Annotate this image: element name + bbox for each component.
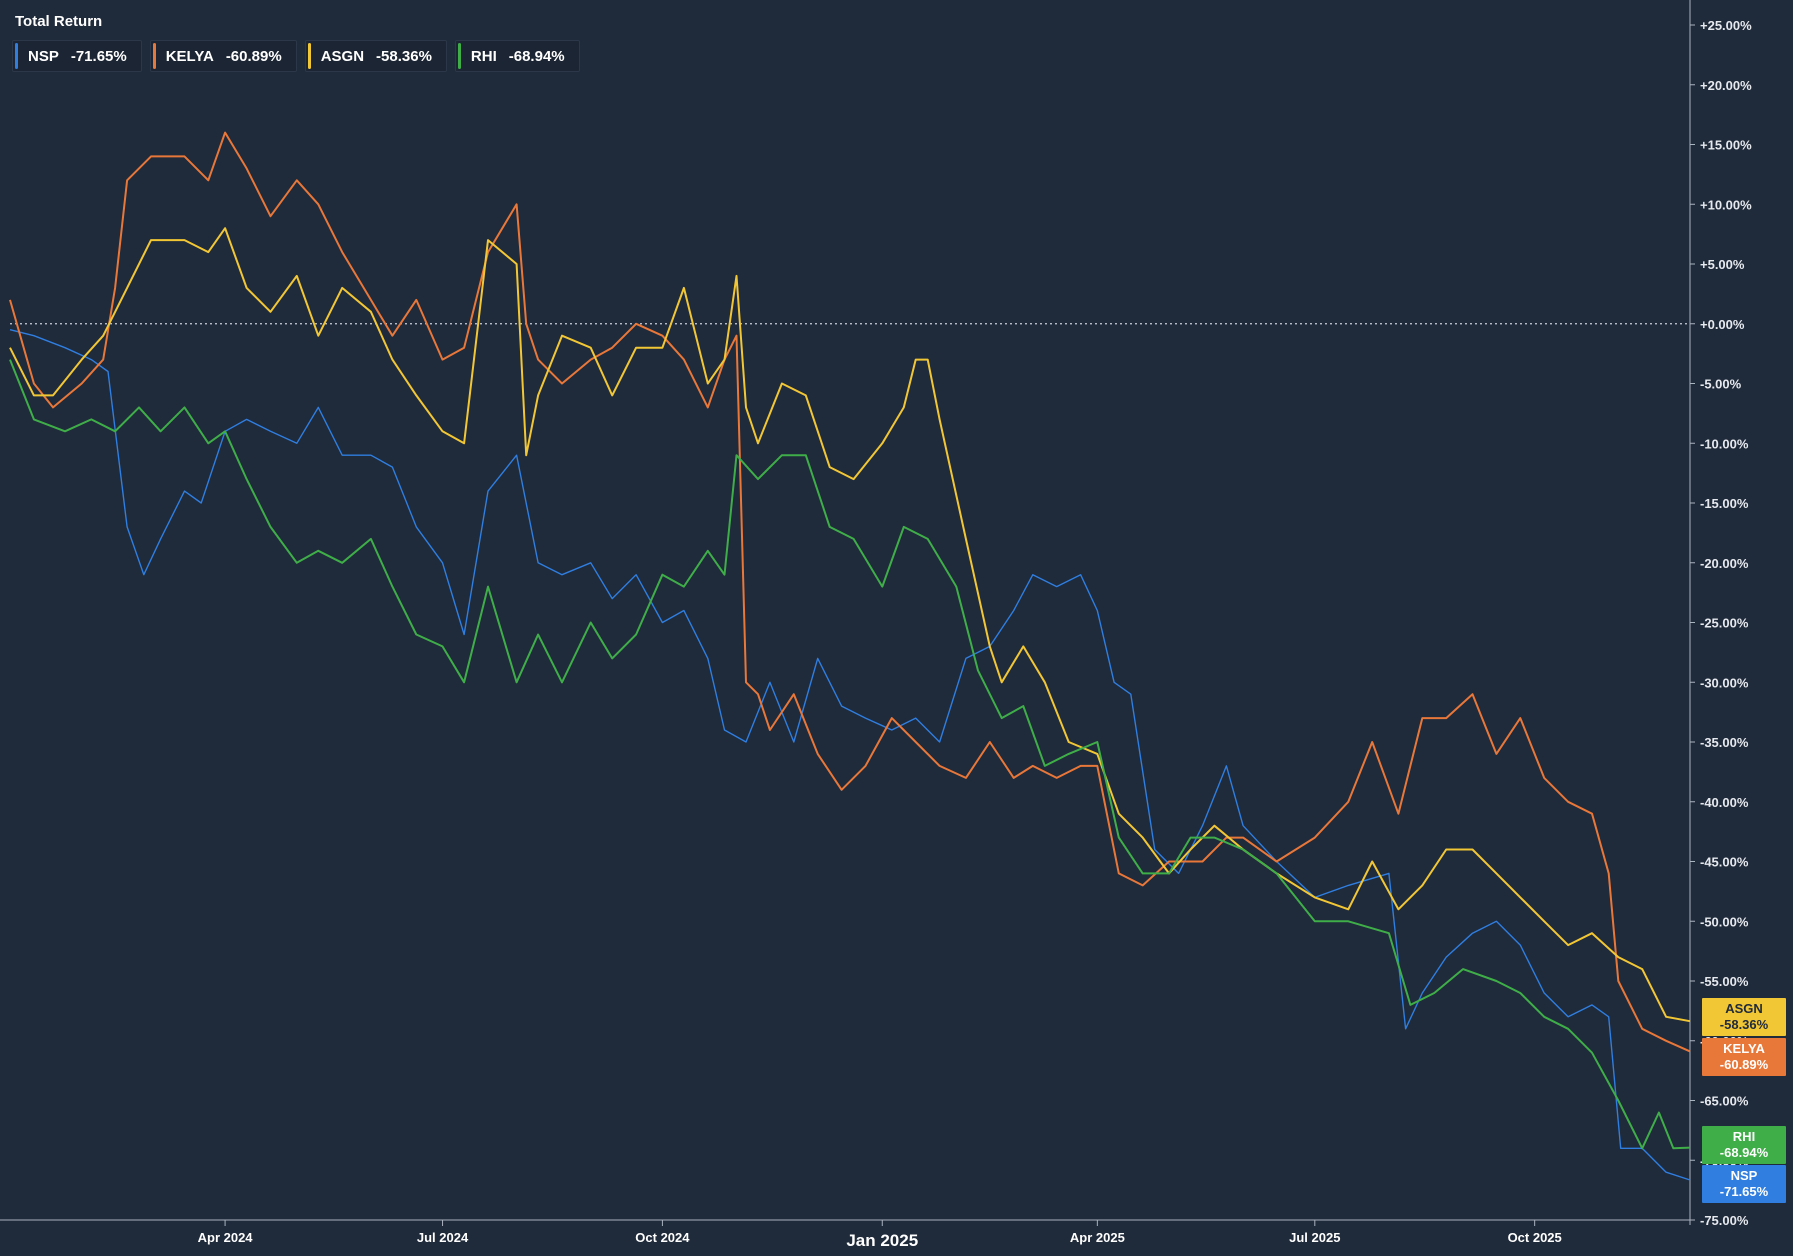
y-tick-label: -45.00% <box>1700 855 1749 870</box>
legend-item-kelya[interactable]: KELYA -60.89% <box>149 40 297 72</box>
x-tick-label: Jul 2025 <box>1289 1230 1340 1245</box>
y-tick-label: -15.00% <box>1700 496 1749 511</box>
legend-series-name: RHI <box>470 47 497 65</box>
legend-series-name: KELYA <box>165 47 214 65</box>
legend-swatch <box>307 43 311 69</box>
legend-swatch <box>152 43 156 69</box>
y-tick-label: +0.00% <box>1700 317 1745 332</box>
chart-title: Total Return <box>15 13 103 30</box>
x-axis: Apr 2024 Jul 2024 Oct 2024 Jan 2025 Apr 2025… <box>0 1219 1690 1250</box>
end-label-nsp: NSP -71.65% <box>1702 1165 1786 1203</box>
y-tick-label: -35.00% <box>1700 735 1749 750</box>
y-tick-label: -5.00% <box>1700 377 1742 392</box>
legend-swatch <box>457 43 461 69</box>
y-tick-label: +20.00% <box>1700 78 1752 93</box>
x-tick-label: Oct 2024 <box>635 1230 690 1245</box>
legend-series-value: -68.94% <box>508 47 565 65</box>
y-tick-label: +5.00% <box>1700 257 1745 272</box>
end-label-value: -60.89% <box>1719 1057 1769 1072</box>
x-tick-label: Apr 2024 <box>198 1230 254 1245</box>
end-label-name: ASGN <box>1725 1001 1763 1016</box>
series-line-asgn <box>9 227 1691 1023</box>
series-lines <box>9 131 1691 1181</box>
legend-series-name: NSP <box>28 47 59 65</box>
end-label-kelya: KELYA -60.89% <box>1702 1038 1786 1076</box>
y-tick-label: -10.00% <box>1700 436 1749 451</box>
y-tick-label: +10.00% <box>1700 197 1752 212</box>
y-tick-label: +15.00% <box>1700 138 1752 153</box>
x-tick-label: Apr 2025 <box>1070 1230 1125 1245</box>
y-tick-label: -75.00% <box>1700 1213 1749 1228</box>
end-label-value: -58.36% <box>1719 1017 1769 1032</box>
y-tick-label: -40.00% <box>1700 795 1749 810</box>
legend-series-value: -71.65% <box>70 47 127 65</box>
legend-swatch <box>15 43 18 69</box>
y-tick-label: +25.00% <box>1700 18 1752 33</box>
end-label-rhi: RHI -68.94% <box>1702 1126 1786 1164</box>
y-tick-label: -50.00% <box>1700 914 1749 929</box>
y-tick-label: -30.00% <box>1700 675 1749 690</box>
legend-series-value: -60.89% <box>225 47 282 65</box>
series-line-nsp <box>9 329 1691 1181</box>
x-tick-label: Jan 2025 <box>846 1231 918 1250</box>
legend-item-rhi[interactable]: RHI -68.94% <box>454 40 580 72</box>
end-label-name: RHI <box>1732 1129 1756 1144</box>
end-label-name: NSP <box>1730 1168 1758 1183</box>
y-axis: +25.00% +20.00% +15.00% +10.00% +5.00% +0.00%… <box>1689 0 1752 1228</box>
end-label-asgn: ASGN -58.36% <box>1702 998 1786 1036</box>
legend-series-name: ASGN <box>320 47 365 65</box>
series-line-kelya <box>9 131 1691 1053</box>
y-tick-label: -20.00% <box>1700 556 1749 571</box>
x-tick-label: Oct 2025 <box>1508 1230 1562 1245</box>
legend-series-value: -58.36% <box>376 47 432 65</box>
legend-item-asgn[interactable]: ASGN -58.36% <box>304 40 447 72</box>
end-label-name: KELYA <box>1723 1041 1765 1056</box>
y-tick-label: -65.00% <box>1700 1094 1749 1109</box>
y-tick-label: -25.00% <box>1700 616 1749 631</box>
end-label-value: -71.65% <box>1719 1184 1769 1199</box>
legend: NSP -71.65% KELYA -60.89% ASGN -58.36% RHI -68.… <box>12 40 580 72</box>
legend-item-nsp[interactable]: NSP -71.65% <box>12 40 142 72</box>
y-tick-label: -55.00% <box>1700 974 1749 989</box>
end-label-value: -68.94% <box>1719 1145 1769 1160</box>
series-line-rhi <box>9 359 1691 1150</box>
x-tick-label: Jul 2024 <box>417 1230 469 1245</box>
